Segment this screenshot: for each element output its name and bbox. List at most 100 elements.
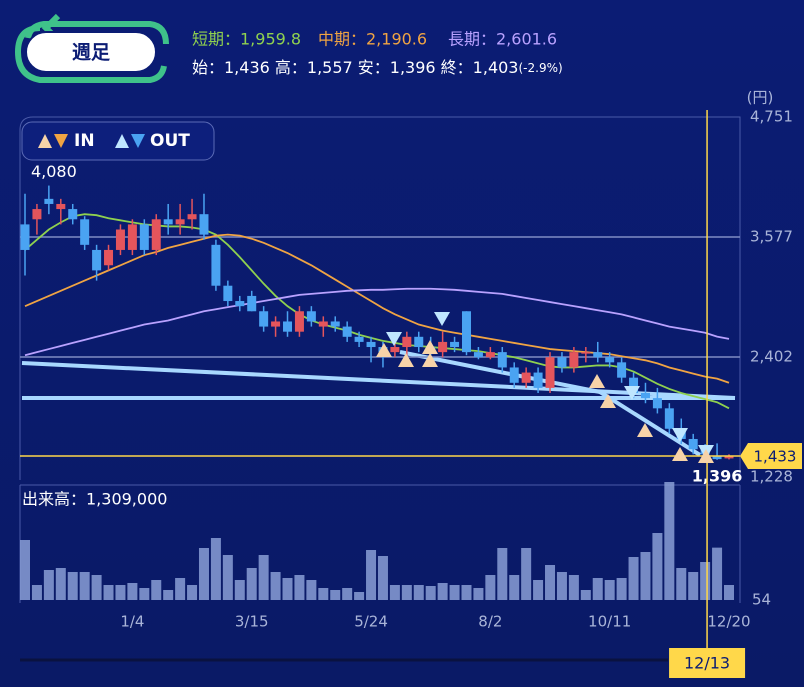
volume-bar — [724, 585, 734, 600]
cursor-box — [669, 648, 746, 678]
volume-bar — [318, 588, 329, 600]
volume-bar — [688, 572, 699, 600]
candle-body — [414, 336, 424, 348]
candle-body — [330, 321, 340, 327]
candle-body — [283, 321, 293, 332]
y-tick-label: 2,402 — [750, 348, 793, 366]
volume-bar — [43, 570, 54, 600]
volume-bar — [389, 585, 400, 600]
volume-bar — [222, 555, 233, 600]
candle-body — [32, 209, 42, 220]
candle-body — [605, 357, 615, 363]
candle-body — [104, 249, 114, 266]
candle-body — [366, 341, 376, 348]
volume-bar — [115, 585, 126, 600]
legend[interactable]: IN OUT — [21, 121, 215, 161]
volume-bar — [354, 592, 365, 600]
trend-line — [399, 350, 601, 394]
candle-body — [557, 357, 567, 368]
volume-bar — [652, 533, 663, 600]
candle-body — [569, 352, 579, 368]
candle-body — [342, 326, 352, 337]
trend-line — [21, 361, 736, 400]
candle-body — [294, 311, 304, 332]
volume-bar — [413, 585, 424, 600]
volume-title: 出来高：1,309,000 — [22, 490, 167, 509]
y-tick-label: 3,577 — [750, 227, 793, 245]
volume-bar — [127, 583, 138, 600]
volume-bar — [377, 556, 388, 600]
candle-body — [450, 341, 460, 348]
volume-bar — [592, 578, 603, 600]
candle-body — [20, 224, 30, 250]
volume-bar — [461, 585, 472, 600]
volume-bar — [676, 568, 687, 600]
ma-text: 中期：2,190.6 — [318, 30, 427, 49]
volume-bar — [556, 572, 567, 600]
low-label: 1,396 — [692, 466, 743, 485]
volume-bar — [270, 572, 281, 600]
candle-body — [390, 347, 400, 353]
legend-out: OUT — [150, 131, 190, 151]
candle-body — [533, 372, 543, 388]
volume-tick-label: 54 — [752, 591, 771, 609]
candle-body — [438, 341, 448, 353]
candle-body — [473, 352, 483, 358]
volume-bar — [366, 550, 377, 600]
ma-line — [24, 213, 730, 410]
volume-bar — [401, 585, 412, 600]
candle-body — [354, 336, 364, 342]
volume-bar — [330, 590, 341, 600]
candle-body — [497, 352, 507, 368]
candle-body — [545, 357, 555, 388]
volume-bar — [640, 552, 651, 600]
volume-bar — [175, 578, 186, 600]
x-tick-label: 10/11 — [588, 613, 631, 631]
x-tick-label: 1/4 — [120, 613, 144, 631]
ma-text: 短期：1,959.8 — [192, 30, 301, 49]
candle-body — [175, 219, 185, 225]
volume-bar — [342, 588, 353, 600]
candle-body — [259, 311, 269, 327]
x-tick-label: 8/2 — [478, 613, 502, 631]
trend-line — [598, 390, 702, 457]
volume-bar — [258, 555, 269, 600]
ma-line — [24, 233, 730, 384]
volume-bar — [509, 575, 520, 600]
volume-bar — [580, 590, 591, 600]
last-price-tag — [740, 443, 802, 470]
candle-body — [485, 352, 495, 358]
volume-bar — [31, 585, 42, 600]
candle-body — [402, 336, 412, 348]
y-tick-label: 4,751 — [750, 108, 793, 126]
volume-bar — [485, 575, 496, 600]
candle-body — [92, 249, 102, 271]
volume-bar — [604, 580, 615, 600]
volume-bar — [628, 557, 639, 600]
candle-body — [56, 203, 66, 210]
volume-bar — [533, 580, 544, 600]
volume-bar — [712, 547, 723, 600]
legend-in: IN — [74, 131, 95, 151]
candle-body — [664, 408, 674, 429]
marks: 1,228 2,402 3,577 4,751 54 1/4 3/15 5/24 8/2 10/1… — [20, 108, 802, 678]
cursor-label: 12/13 — [684, 654, 730, 673]
period-button[interactable]: 週足 — [14, 13, 169, 83]
volume-bar — [616, 578, 627, 600]
plot-frame — [19, 116, 741, 480]
volume-bar — [449, 585, 460, 600]
ohlc-text: 始：1,436 高：1,557 安：1,396 終：1,403(-2.9%) — [192, 58, 563, 77]
candle-body — [223, 285, 233, 302]
candle-body — [199, 214, 209, 235]
candle-body — [521, 372, 531, 383]
volume-bar — [700, 562, 711, 600]
candle-body — [688, 438, 698, 450]
candle-body — [44, 198, 54, 204]
candle-body — [712, 455, 722, 460]
volume-bar — [234, 580, 245, 600]
candle-body — [235, 301, 245, 307]
volume-bar — [473, 588, 484, 600]
x-tick-label: 3/15 — [235, 613, 269, 631]
volume-bar — [545, 565, 556, 600]
change-text: (-2.9%) — [518, 61, 562, 75]
